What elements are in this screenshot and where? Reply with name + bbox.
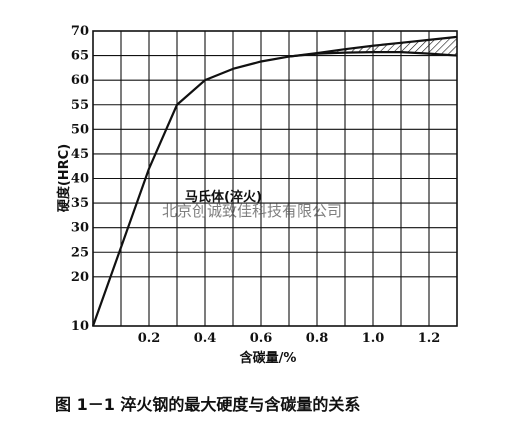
y-tick-label: 30 xyxy=(71,221,89,236)
x-tick-label: 0.4 xyxy=(194,331,217,346)
y-tick-label: 50 xyxy=(71,122,89,137)
x-tick-label: 1.0 xyxy=(362,331,385,346)
tick-labels: 0.2 0.4 0.6 0.8 1.0 1.2 10 20 25 30 35 40 45 50 55 60 65… xyxy=(71,24,440,346)
y-tick-label: 65 xyxy=(71,49,89,64)
plot-frame xyxy=(92,30,458,327)
x-tick-label: 0.8 xyxy=(306,331,329,346)
x-axis-label: 含碳量/% xyxy=(239,350,297,366)
y-tick-label: 70 xyxy=(71,24,89,39)
y-tick-label: 20 xyxy=(71,270,89,285)
watermark-text: 北京创诚致佳科技有限公司 xyxy=(162,202,342,220)
y-tick-label: 45 xyxy=(71,147,89,162)
figure-caption: 图 1－1 淬火钢的最大硬度与含碳量的关系 xyxy=(55,395,360,414)
y-tick-label: 60 xyxy=(71,73,89,88)
y-axis-label: 硬度(HRC) xyxy=(56,144,72,212)
y-tick-label: 25 xyxy=(71,245,89,260)
y-tick-label: 10 xyxy=(71,319,89,334)
series-line-lower-bound xyxy=(288,51,458,58)
y-tick-label: 55 xyxy=(71,98,89,113)
x-tick-label: 0.2 xyxy=(138,331,161,346)
series-line-max-hardness xyxy=(91,35,458,327)
x-tick-label: 0.6 xyxy=(250,331,273,346)
martensite-annotation: 马氏体(淬火) xyxy=(185,189,262,205)
x-tick-label: 1.2 xyxy=(418,331,441,346)
y-tick-label: 35 xyxy=(71,196,89,211)
grid xyxy=(92,30,458,327)
series-lines xyxy=(91,35,458,327)
y-tick-label: 40 xyxy=(71,172,89,187)
